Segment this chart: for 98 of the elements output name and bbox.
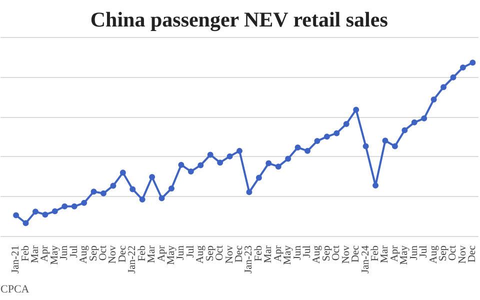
point <box>372 182 379 189</box>
x-tick-label: Jan-24 <box>360 244 372 274</box>
x-tick-label: Aug <box>312 244 323 264</box>
point <box>71 203 78 210</box>
x-tick-label: Apr <box>272 244 284 262</box>
x-tick-label: Dec <box>467 245 478 262</box>
x-tick-label: Dec <box>234 245 245 262</box>
point <box>168 186 174 192</box>
point <box>353 106 360 113</box>
point <box>110 182 116 189</box>
x-tick-label: Oct <box>98 245 109 261</box>
point <box>382 138 388 144</box>
x-tick-label: Sep <box>438 246 450 262</box>
x-tick-label: Jan-23 <box>244 245 255 274</box>
point <box>226 153 233 160</box>
point <box>139 196 146 202</box>
point <box>421 115 428 122</box>
point <box>217 160 224 166</box>
text: CPCA <box>0 284 30 296</box>
x-tick-label: Apr <box>156 244 168 262</box>
point <box>294 144 301 150</box>
x-tick-label: Jun <box>59 244 70 260</box>
point <box>81 200 88 206</box>
point <box>188 168 194 174</box>
point <box>32 208 38 215</box>
x-tick-label: Sep <box>88 246 100 262</box>
point <box>450 74 456 80</box>
x-tick-label: Nov <box>340 244 352 264</box>
point <box>304 148 311 154</box>
point <box>411 119 418 126</box>
chart-title: China passenger NEV retail sales <box>90 8 388 32</box>
point <box>198 162 204 168</box>
x-tick-label: Mar <box>263 244 274 263</box>
x-tick-label: Jul <box>185 245 196 258</box>
point <box>158 195 165 202</box>
x-tick-label: Sep <box>321 246 332 262</box>
x-tick-label: Jun <box>176 244 187 260</box>
x-tick-label: Feb <box>253 246 264 262</box>
point <box>236 148 242 154</box>
point <box>62 203 68 210</box>
point <box>100 190 106 196</box>
point <box>266 160 272 166</box>
point <box>343 120 350 127</box>
x-tick-label: Sep <box>204 246 216 262</box>
point <box>460 64 466 70</box>
point <box>334 130 340 136</box>
x-tick-label: Aug <box>195 244 206 264</box>
point <box>256 174 262 181</box>
x-tick-label: Dec <box>117 245 128 262</box>
point <box>13 212 20 218</box>
x-tick-label: Mar <box>30 244 41 263</box>
x-tick-label: Nov <box>224 244 236 264</box>
x-tick-label: Nov <box>108 244 119 264</box>
x-tick-label: Dec <box>350 245 362 262</box>
point <box>285 156 292 162</box>
x-tick-label: Apr <box>389 244 400 262</box>
x-tick-label: May <box>166 244 177 265</box>
point <box>275 164 282 170</box>
point <box>178 162 184 168</box>
x-tick-label: Aug <box>428 244 440 264</box>
point <box>120 170 126 176</box>
x-tick-label: Feb <box>136 246 148 262</box>
x-tick-label: Jul <box>68 245 80 258</box>
x-tick-label: Jan-22 <box>127 245 138 274</box>
point <box>52 208 58 214</box>
x-tick-label: Jan-21 <box>10 245 22 274</box>
x-tick-label: May <box>399 244 410 265</box>
point <box>22 220 29 226</box>
point <box>470 60 476 66</box>
x-tick-label: Jun <box>408 244 420 260</box>
x-tick-label: Jul <box>302 245 314 258</box>
point <box>392 143 398 150</box>
x-tick-label: Feb <box>370 246 382 262</box>
point <box>362 143 369 150</box>
x-tick-label: May <box>49 244 60 265</box>
point <box>246 189 252 196</box>
x-tick-label: Oct <box>448 245 459 261</box>
point <box>207 152 214 158</box>
x-tick-label: Oct <box>331 245 342 261</box>
x-tick-label: Oct <box>214 245 226 261</box>
point <box>324 134 330 140</box>
point <box>314 138 320 144</box>
x-tick-label: Jul <box>418 245 430 258</box>
point <box>402 127 408 134</box>
x-tick-label: Feb <box>20 246 32 262</box>
point <box>149 174 156 180</box>
x-tick-label: Mar <box>380 244 391 263</box>
x-tick-label: Aug <box>78 244 90 264</box>
x-tick-label: Nov <box>457 244 468 264</box>
x-tick-label: May <box>282 244 294 265</box>
point <box>42 212 48 218</box>
point <box>130 186 136 192</box>
point <box>90 188 97 195</box>
x-tick-label: Jun <box>292 244 304 260</box>
point <box>430 96 437 102</box>
x-tick-label: Apr <box>40 244 51 262</box>
x-tick-label: Mar <box>146 244 158 263</box>
point <box>440 84 447 90</box>
